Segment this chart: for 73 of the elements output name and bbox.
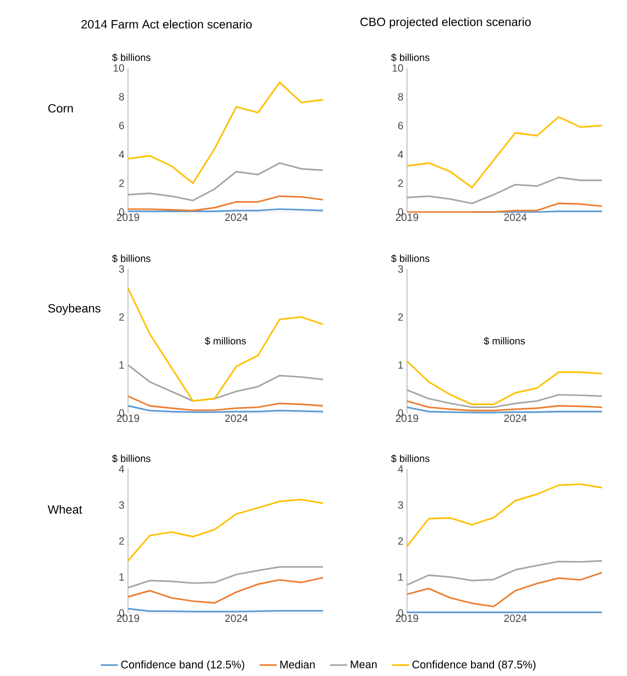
y-tick-label: 3 xyxy=(119,501,124,509)
line-series xyxy=(406,572,603,608)
x-tick-label: 2019 xyxy=(396,614,418,622)
annotation: $ millions xyxy=(484,336,525,346)
y-tick-label: 1 xyxy=(119,573,124,581)
y-tick-label: 6 xyxy=(119,122,124,130)
y-tick-label: 0 xyxy=(119,208,124,216)
line-series xyxy=(127,395,324,411)
x-tick-label: 2019 xyxy=(116,614,140,622)
legend-label: Confidence band (12.5%) xyxy=(121,660,244,671)
line-series xyxy=(406,483,603,548)
legend-label: Confidence band (87.5%) xyxy=(412,660,536,671)
chart-title: CBO projected election scenario xyxy=(360,17,531,28)
x-tick-label: 2024 xyxy=(225,414,248,422)
y-tick-label: 2 xyxy=(398,537,403,545)
line-series xyxy=(127,498,324,562)
y-tick-label: 4 xyxy=(398,150,404,158)
line-series xyxy=(127,576,324,604)
y-tick-label: 8 xyxy=(119,93,124,101)
line-series xyxy=(406,360,603,406)
x-tick-label: 2024 xyxy=(225,614,248,622)
line-series xyxy=(127,287,324,402)
x-tick-label: 2019 xyxy=(396,414,418,422)
y-tick-label: 10 xyxy=(114,64,124,72)
chart-title: 2014 Farm Act election scenario xyxy=(81,20,252,28)
y-tick-label: 8 xyxy=(398,93,404,101)
y-tick-label: 4 xyxy=(118,150,124,158)
line-series xyxy=(127,364,324,402)
y-axis-title: $ billions xyxy=(112,54,150,62)
y-tick-label: 4 xyxy=(398,465,404,473)
y-tick-label: 10 xyxy=(392,64,404,72)
x-tick-label: 2019 xyxy=(396,214,418,221)
text: Soybeans xyxy=(48,304,100,315)
y-tick-label: 3 xyxy=(119,265,124,273)
y-tick-label: 2 xyxy=(119,537,124,545)
y-axis-title: $ billions xyxy=(391,454,430,463)
line-series xyxy=(127,195,324,212)
y-axis-title: $ billions xyxy=(112,454,150,463)
y-axis-title: $ billions xyxy=(391,254,430,263)
y-tick-label: 2 xyxy=(119,180,124,187)
legend-label: Median xyxy=(280,660,315,668)
y-tick-label: 3 xyxy=(398,501,404,509)
line-series xyxy=(127,162,324,202)
line-series xyxy=(406,389,603,408)
y-tick-label: 0 xyxy=(119,609,124,617)
text: Corn xyxy=(48,104,73,113)
legend-label: Mean xyxy=(350,660,377,668)
y-tick-label: 3 xyxy=(398,265,404,273)
y-tick-label: 2 xyxy=(119,313,124,321)
x-tick-label: 2024 xyxy=(504,414,527,422)
y-tick-label: 6 xyxy=(398,122,404,130)
line-series xyxy=(127,404,324,413)
line-series xyxy=(127,82,324,184)
y-tick-label: 2 xyxy=(398,180,403,187)
y-tick-label: 2 xyxy=(398,313,403,321)
line-series xyxy=(406,400,603,412)
x-tick-label: 2019 xyxy=(116,414,140,422)
y-tick-label: 4 xyxy=(118,465,124,473)
x-tick-label: 2024 xyxy=(504,214,527,221)
y-tick-label: 1 xyxy=(398,573,403,581)
annotation: $ millions xyxy=(204,336,246,346)
x-tick-label: 2024 xyxy=(225,214,248,221)
line-series xyxy=(406,560,603,586)
line-series xyxy=(406,176,603,204)
x-tick-label: 2024 xyxy=(504,614,527,622)
y-tick-label: 0 xyxy=(119,409,124,417)
y-axis-title: $ billions xyxy=(112,254,150,263)
line-series xyxy=(406,116,603,188)
text: Wheat xyxy=(48,504,82,514)
x-tick-label: 2019 xyxy=(116,214,140,221)
y-tick-label: 1 xyxy=(119,361,124,369)
y-axis-title: $ billions xyxy=(391,54,430,62)
y-tick-label: 1 xyxy=(398,361,403,369)
